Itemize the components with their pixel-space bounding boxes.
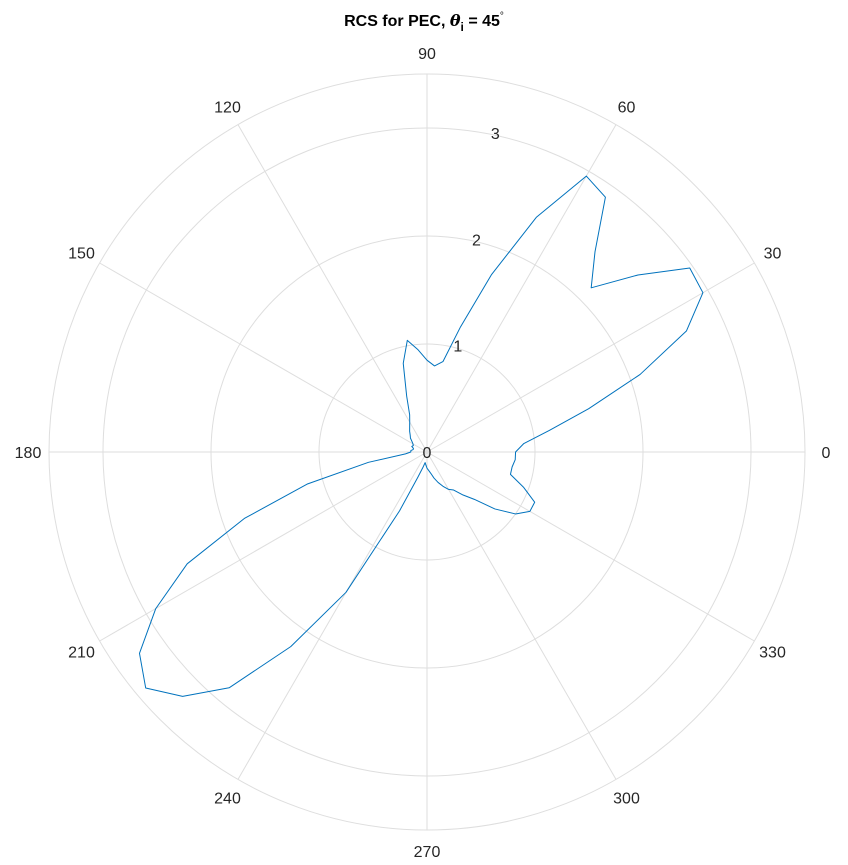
r-gridline-2 bbox=[210, 235, 644, 669]
polar-outer-ring bbox=[48, 73, 806, 831]
polar-grid bbox=[48, 73, 806, 831]
theta-tick-label-150: 150 bbox=[68, 246, 95, 263]
theta-gridline-120 bbox=[237, 124, 428, 453]
r-tick-label-2: 2 bbox=[472, 232, 481, 249]
theta-tick-label-0: 0 bbox=[822, 445, 831, 462]
theta-tick-label-240: 240 bbox=[214, 791, 241, 808]
theta-gridline-210 bbox=[99, 451, 428, 642]
r-tick-label-3: 3 bbox=[491, 126, 500, 143]
theta-gridline-60 bbox=[426, 124, 617, 453]
chart-title-suffix: = 45 bbox=[464, 13, 500, 30]
theta-tick-label-120: 120 bbox=[214, 100, 241, 117]
theta-gridline-240 bbox=[237, 451, 428, 780]
r-tick-label-1: 1 bbox=[453, 339, 462, 356]
theta-tick-label-180: 180 bbox=[15, 445, 42, 462]
theta-gridline-150 bbox=[99, 262, 428, 453]
chart-title-subscript: i bbox=[461, 20, 464, 34]
theta-tick-label-330: 330 bbox=[759, 645, 786, 662]
theta-tick-label-300: 300 bbox=[613, 791, 640, 808]
r-tick-label-0: 0 bbox=[423, 445, 432, 462]
theta-tick-label-210: 210 bbox=[68, 645, 95, 662]
theta-tick-label-60: 60 bbox=[618, 100, 636, 117]
theta-gridline-30 bbox=[426, 262, 755, 453]
polar-tick-labels: 0 30 60 90 120 150 180 210 240 270 300 330 0 1 2 3 bbox=[15, 46, 831, 861]
data-series bbox=[138, 175, 704, 697]
theta-tick-label-90: 90 bbox=[418, 46, 436, 63]
theta-tick-label-270: 270 bbox=[414, 844, 441, 861]
series-line-0 bbox=[138, 175, 704, 697]
theta-gridline-330 bbox=[426, 451, 755, 642]
chart-title-symbol: θ bbox=[450, 11, 461, 30]
r-gridline-3 bbox=[102, 127, 752, 777]
theta-gridline-300 bbox=[426, 451, 617, 780]
r-gridline-1 bbox=[318, 343, 536, 561]
chart-title-prefix: RCS for PEC, bbox=[344, 13, 450, 30]
chart-title: RCS for PEC, θi = 45° bbox=[344, 11, 504, 34]
chart-title-degree: ° bbox=[500, 11, 504, 22]
theta-tick-label-30: 30 bbox=[764, 246, 782, 263]
